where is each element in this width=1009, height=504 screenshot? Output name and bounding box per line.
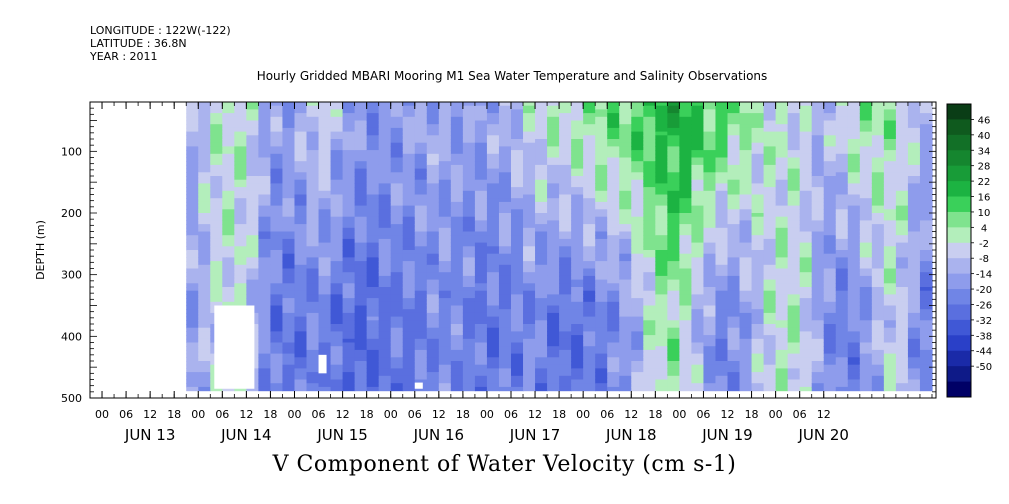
x-hour-tick-label: 06 bbox=[215, 408, 229, 421]
x-hour-tick-label: 00 bbox=[672, 408, 686, 421]
x-date-label: JUN 20 bbox=[797, 426, 848, 444]
colorbar-swatch bbox=[947, 181, 971, 198]
x-hour-tick-label: 06 bbox=[600, 408, 614, 421]
x-hour-tick-label: 00 bbox=[769, 408, 783, 421]
x-hour-tick-label: 00 bbox=[287, 408, 301, 421]
x-hour-tick-label: 12 bbox=[528, 408, 542, 421]
x-hour-tick-label: 06 bbox=[119, 408, 133, 421]
colorbar-label: -32 bbox=[976, 316, 992, 327]
y-tick-label: 200 bbox=[61, 207, 82, 220]
x-date-label: JUN 14 bbox=[220, 426, 271, 444]
x-date-label: JUN 15 bbox=[316, 426, 367, 444]
colorbar-swatch bbox=[947, 227, 971, 244]
heatmap-cells bbox=[186, 102, 933, 392]
colorbar-label: 46 bbox=[978, 115, 991, 126]
colorbar-swatch bbox=[947, 273, 971, 290]
colorbar-label: 22 bbox=[978, 177, 991, 188]
colorbar-frame bbox=[946, 103, 972, 398]
colorbar-swatch bbox=[947, 258, 971, 275]
y-tick-label: 300 bbox=[61, 269, 82, 282]
x-hour-tick-label: 06 bbox=[793, 408, 807, 421]
colorbar-label: 10 bbox=[978, 208, 991, 219]
colorbar-swatch bbox=[947, 319, 971, 336]
x-hour-tick-label: 12 bbox=[624, 408, 638, 421]
colorbar-swatch bbox=[947, 150, 971, 167]
x-hour-tick-label: 00 bbox=[480, 408, 494, 421]
x-hour-tick-label: 12 bbox=[721, 408, 735, 421]
y-axis-label: DEPTH (m) bbox=[34, 220, 47, 280]
colorbar-label: 28 bbox=[978, 162, 991, 173]
colorbar-swatch bbox=[947, 289, 971, 305]
y-tick-label: 100 bbox=[61, 145, 82, 158]
x-hour-tick-label: 12 bbox=[817, 408, 831, 421]
colorbar-label: -50 bbox=[976, 362, 992, 373]
colorbar-label: -14 bbox=[976, 270, 992, 281]
x-hour-tick-label: 06 bbox=[504, 408, 518, 421]
x-hour-tick-label: 12 bbox=[432, 408, 446, 421]
colorbar-swatch bbox=[947, 211, 971, 228]
year-label: YEAR : 2011 bbox=[90, 50, 158, 63]
x-date-label: JUN 18 bbox=[605, 426, 656, 444]
missing-data-block bbox=[318, 354, 327, 374]
colorbar-label: -2 bbox=[979, 239, 989, 250]
longitude-label: LONGITUDE : 122W(-122) bbox=[90, 24, 231, 37]
colorbar-swatch bbox=[947, 242, 971, 259]
x-date-label: JUN 19 bbox=[701, 426, 752, 444]
colorbar-label: 4 bbox=[981, 223, 987, 234]
y-tick-label: 400 bbox=[61, 330, 82, 343]
x-hour-tick-label: 06 bbox=[408, 408, 422, 421]
chart-title: Hourly Gridded MBARI Mooring M1 Sea Wate… bbox=[257, 69, 768, 83]
colorbar-swatch bbox=[947, 335, 971, 352]
x-hour-tick-label: 12 bbox=[239, 408, 253, 421]
missing-data-block bbox=[414, 382, 423, 389]
x-hour-tick-label: 12 bbox=[336, 408, 350, 421]
x-hour-tick-label: 18 bbox=[167, 408, 181, 421]
x-hour-tick-label: 18 bbox=[360, 408, 374, 421]
colorbar-label: 34 bbox=[978, 146, 991, 157]
colorbar-label: -38 bbox=[976, 331, 992, 342]
colorbar-swatch bbox=[947, 119, 971, 136]
y-tick-label: 500 bbox=[61, 392, 82, 405]
x-hour-tick-label: 18 bbox=[552, 408, 566, 421]
colorbar-swatch bbox=[947, 165, 971, 182]
x-hour-tick-label: 00 bbox=[191, 408, 205, 421]
chart-bottom-title: V Component of Water Velocity (cm s-1) bbox=[272, 452, 737, 477]
colorbar-swatch bbox=[947, 134, 971, 151]
x-date-label: JUN 13 bbox=[124, 426, 175, 444]
colorbar-label: 16 bbox=[978, 193, 991, 204]
colorbar-swatch bbox=[947, 381, 971, 398]
x-hour-tick-label: 00 bbox=[576, 408, 590, 421]
x-hour-tick-label: 18 bbox=[745, 408, 759, 421]
x-date-label: JUN 17 bbox=[509, 426, 560, 444]
x-date-label: JUN 16 bbox=[413, 426, 464, 444]
colorbar-label: -26 bbox=[976, 300, 992, 311]
x-hour-tick-label: 12 bbox=[143, 408, 157, 421]
x-hour-tick-label: 00 bbox=[95, 408, 109, 421]
colorbar-swatch bbox=[947, 104, 971, 120]
colorbar-label: -20 bbox=[976, 285, 992, 296]
colorbar-swatch bbox=[947, 366, 971, 383]
x-hour-tick-label: 06 bbox=[312, 408, 326, 421]
colorbar-swatch bbox=[947, 350, 971, 367]
x-hour-tick-label: 18 bbox=[648, 408, 662, 421]
x-hour-tick-label: 06 bbox=[696, 408, 710, 421]
latitude-label: LATITUDE : 36.8N bbox=[90, 37, 187, 50]
missing-data-block bbox=[214, 305, 255, 389]
x-hour-tick-label: 18 bbox=[456, 408, 470, 421]
colorbar-label: 40 bbox=[978, 131, 991, 142]
x-hour-tick-label: 00 bbox=[384, 408, 398, 421]
colorbar-swatch bbox=[947, 304, 971, 321]
colorbar-label: -8 bbox=[979, 254, 989, 265]
colorbar-swatch bbox=[947, 196, 971, 213]
colorbar-label: -44 bbox=[976, 347, 992, 358]
x-hour-tick-label: 18 bbox=[263, 408, 277, 421]
